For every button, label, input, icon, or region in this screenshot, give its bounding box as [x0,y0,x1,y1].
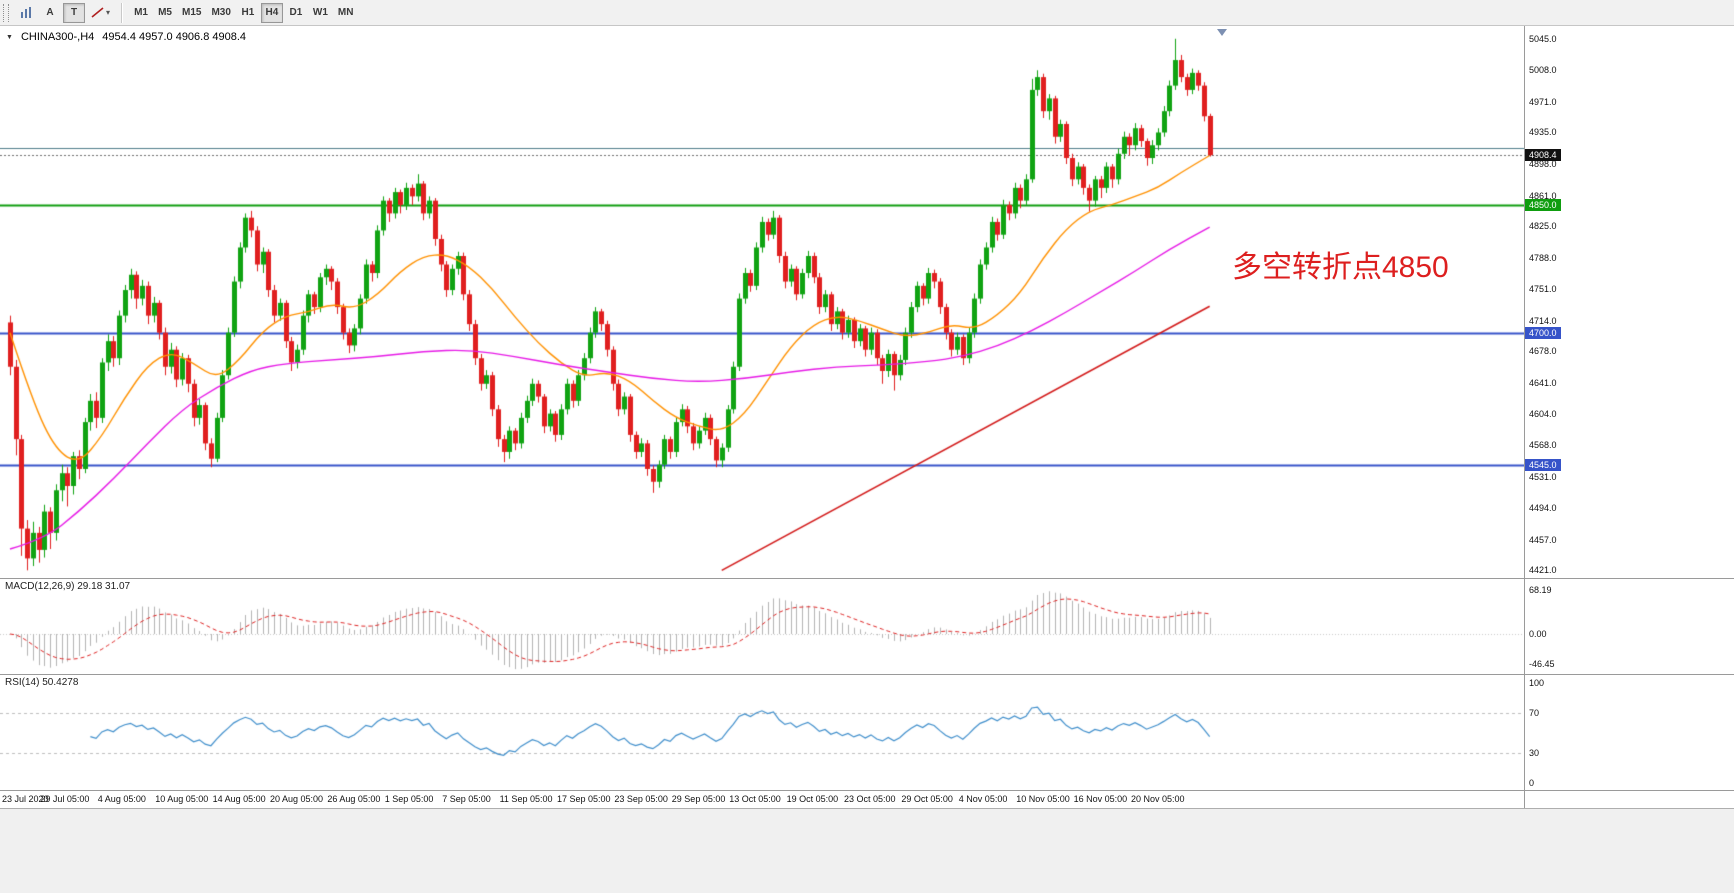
rsi-axis-tick: 100 [1529,678,1545,688]
pivot-4850-price-label: 4850.0 [1525,198,1561,211]
support-4700-price-label: 4700.0 [1525,326,1561,339]
timeframe-m30-button[interactable]: M30 [207,3,234,23]
symbol-period-label: CHINA300-,H4 [20,31,95,43]
price-axis-tick: 4604.0 [1529,409,1557,420]
rsi-canvas[interactable] [0,675,1524,790]
rsi-axis-tick: 70 [1529,708,1540,718]
time-axis-label: 1 Sep 05:00 [384,794,434,804]
price-axis-tick: 4751.0 [1529,284,1557,295]
macd-canvas[interactable] [0,579,1524,674]
timeframe-group: M1 M5 M15 M30 H1 H4 D1 W1 MN [129,2,358,23]
timeframe-d1-button[interactable]: D1 [285,3,307,23]
price-axis-tick: 4421.0 [1529,565,1557,576]
timeframe-h4-button[interactable]: H4 [260,2,283,23]
price-axis-tick: 5045.0 [1529,33,1557,44]
timeframe-m15-button[interactable]: M15 [178,3,205,23]
time-axis-label: 16 Nov 05:00 [1073,794,1128,804]
time-axis-label: 23 Oct 05:00 [844,794,896,804]
price-axis-tick: 4457.0 [1529,534,1557,545]
toolbar: A T ▾ M1 M5 M15 M30 H1 H4 D1 W1 MN [0,0,1734,26]
time-axis-label: 23 Sep 05:00 [614,794,668,804]
time-axis-label: 4 Aug 05:00 [97,794,146,804]
time-axis-label: 26 Aug 05:00 [327,794,381,804]
price-axis-tick: 4935.0 [1529,127,1557,138]
macd-axis-tick: 68.19 [1529,584,1552,595]
time-axis-label: 7 Sep 05:00 [442,794,491,804]
time-axis-label: 29 Oct 05:00 [901,794,953,804]
price-axis-tick: 4861.0 [1529,190,1557,201]
chart-area: ▼ CHINA300-,H4 4954.4 4957.0 4906.8 4908… [0,26,1734,808]
macd-axis-tick: 0.00 [1529,629,1547,639]
price-axis-tick: 4971.0 [1529,96,1557,107]
price-axis-tick: 5008.0 [1529,65,1557,76]
macd-indicator-label: MACD(12,26,9) 29.18 31.07 [5,581,131,592]
one-click-trading-toggle[interactable]: ▼ [6,33,13,41]
price-axis-tick: 4568.0 [1529,440,1557,451]
time-axis-label: 11 Sep 05:00 [499,794,553,804]
price-axis-tick: 4494.0 [1529,503,1557,514]
time-axis-label: 23 Jul 2020 [2,794,49,804]
bottom-area [0,808,1734,893]
price-axis-tick: 4714.0 [1529,315,1557,326]
time-axis-label: 29 Sep 05:00 [671,794,726,804]
caret-down-icon: ▾ [106,8,111,17]
panel-separator [0,790,1734,791]
price-axis-tick: 4788.0 [1529,252,1557,263]
price-axis-tick: 4531.0 [1529,471,1557,482]
time-axis-label: 29 Jul 05:00 [40,794,90,804]
time-axis-label: 13 Oct 05:00 [729,794,781,804]
time-axis-label: 20 Nov 05:00 [1131,794,1185,804]
timeframe-w1-button[interactable]: W1 [309,3,332,23]
current-price-price-label: 4908.4 [1525,149,1561,162]
price-chart-canvas[interactable] [0,26,1524,578]
toolbar-drag-handle[interactable] [3,3,9,22]
chart-shift-marker [1217,29,1227,36]
price-axis-tick: 4641.0 [1529,377,1557,388]
draw-tools-button[interactable]: ▾ [87,3,114,23]
chart-columns-glyph [20,7,31,18]
time-axis-label: 17 Sep 05:00 [557,794,611,804]
rsi-axis-tick: 0 [1529,778,1535,788]
time-axis-label: 19 Oct 05:00 [786,794,839,804]
timeframe-h1-button[interactable]: H1 [237,3,259,23]
price-axis-tick: 4825.0 [1529,221,1557,232]
annotate-a-button[interactable]: A [39,3,61,23]
chart-columns-icon[interactable] [15,3,37,23]
time-axis-label: 4 Nov 05:00 [958,794,1008,804]
price-axis-tick: 4678.0 [1529,346,1557,357]
panel-separator[interactable] [0,578,1734,579]
macd-axis-tick: -46.45 [1529,658,1555,669]
timeframe-m5-button[interactable]: M5 [154,3,176,23]
price-axis-separator[interactable] [1524,26,1525,808]
ohlc-values: 4954.4 4957.0 4906.8 4908.4 [102,31,247,43]
time-axis-label: 14 Aug 05:00 [212,794,266,804]
timeframe-mn-button[interactable]: MN [334,3,358,23]
rsi-indicator-label: RSI(14) 50.4278 [5,677,79,688]
time-axis-label: 20 Aug 05:00 [270,794,324,804]
timeframe-m1-button[interactable]: M1 [130,3,152,23]
toolbar-separator [121,2,124,23]
text-t-button[interactable]: T [63,2,85,23]
chart-header: ▼ CHINA300-,H4 4954.4 4957.0 4906.8 4908… [6,31,246,43]
trendline-icon [91,7,104,18]
panel-separator[interactable] [0,674,1734,675]
rsi-axis-tick: 30 [1529,748,1540,758]
price-axis-tick: 4898.0 [1529,159,1557,169]
time-axis-label: 10 Nov 05:00 [1016,794,1070,804]
annotation-text[interactable]: 多空转折点4850 [1232,251,1449,284]
support-4545-price-label: 4545.0 [1525,458,1561,471]
time-axis-label: 10 Aug 05:00 [155,794,209,804]
